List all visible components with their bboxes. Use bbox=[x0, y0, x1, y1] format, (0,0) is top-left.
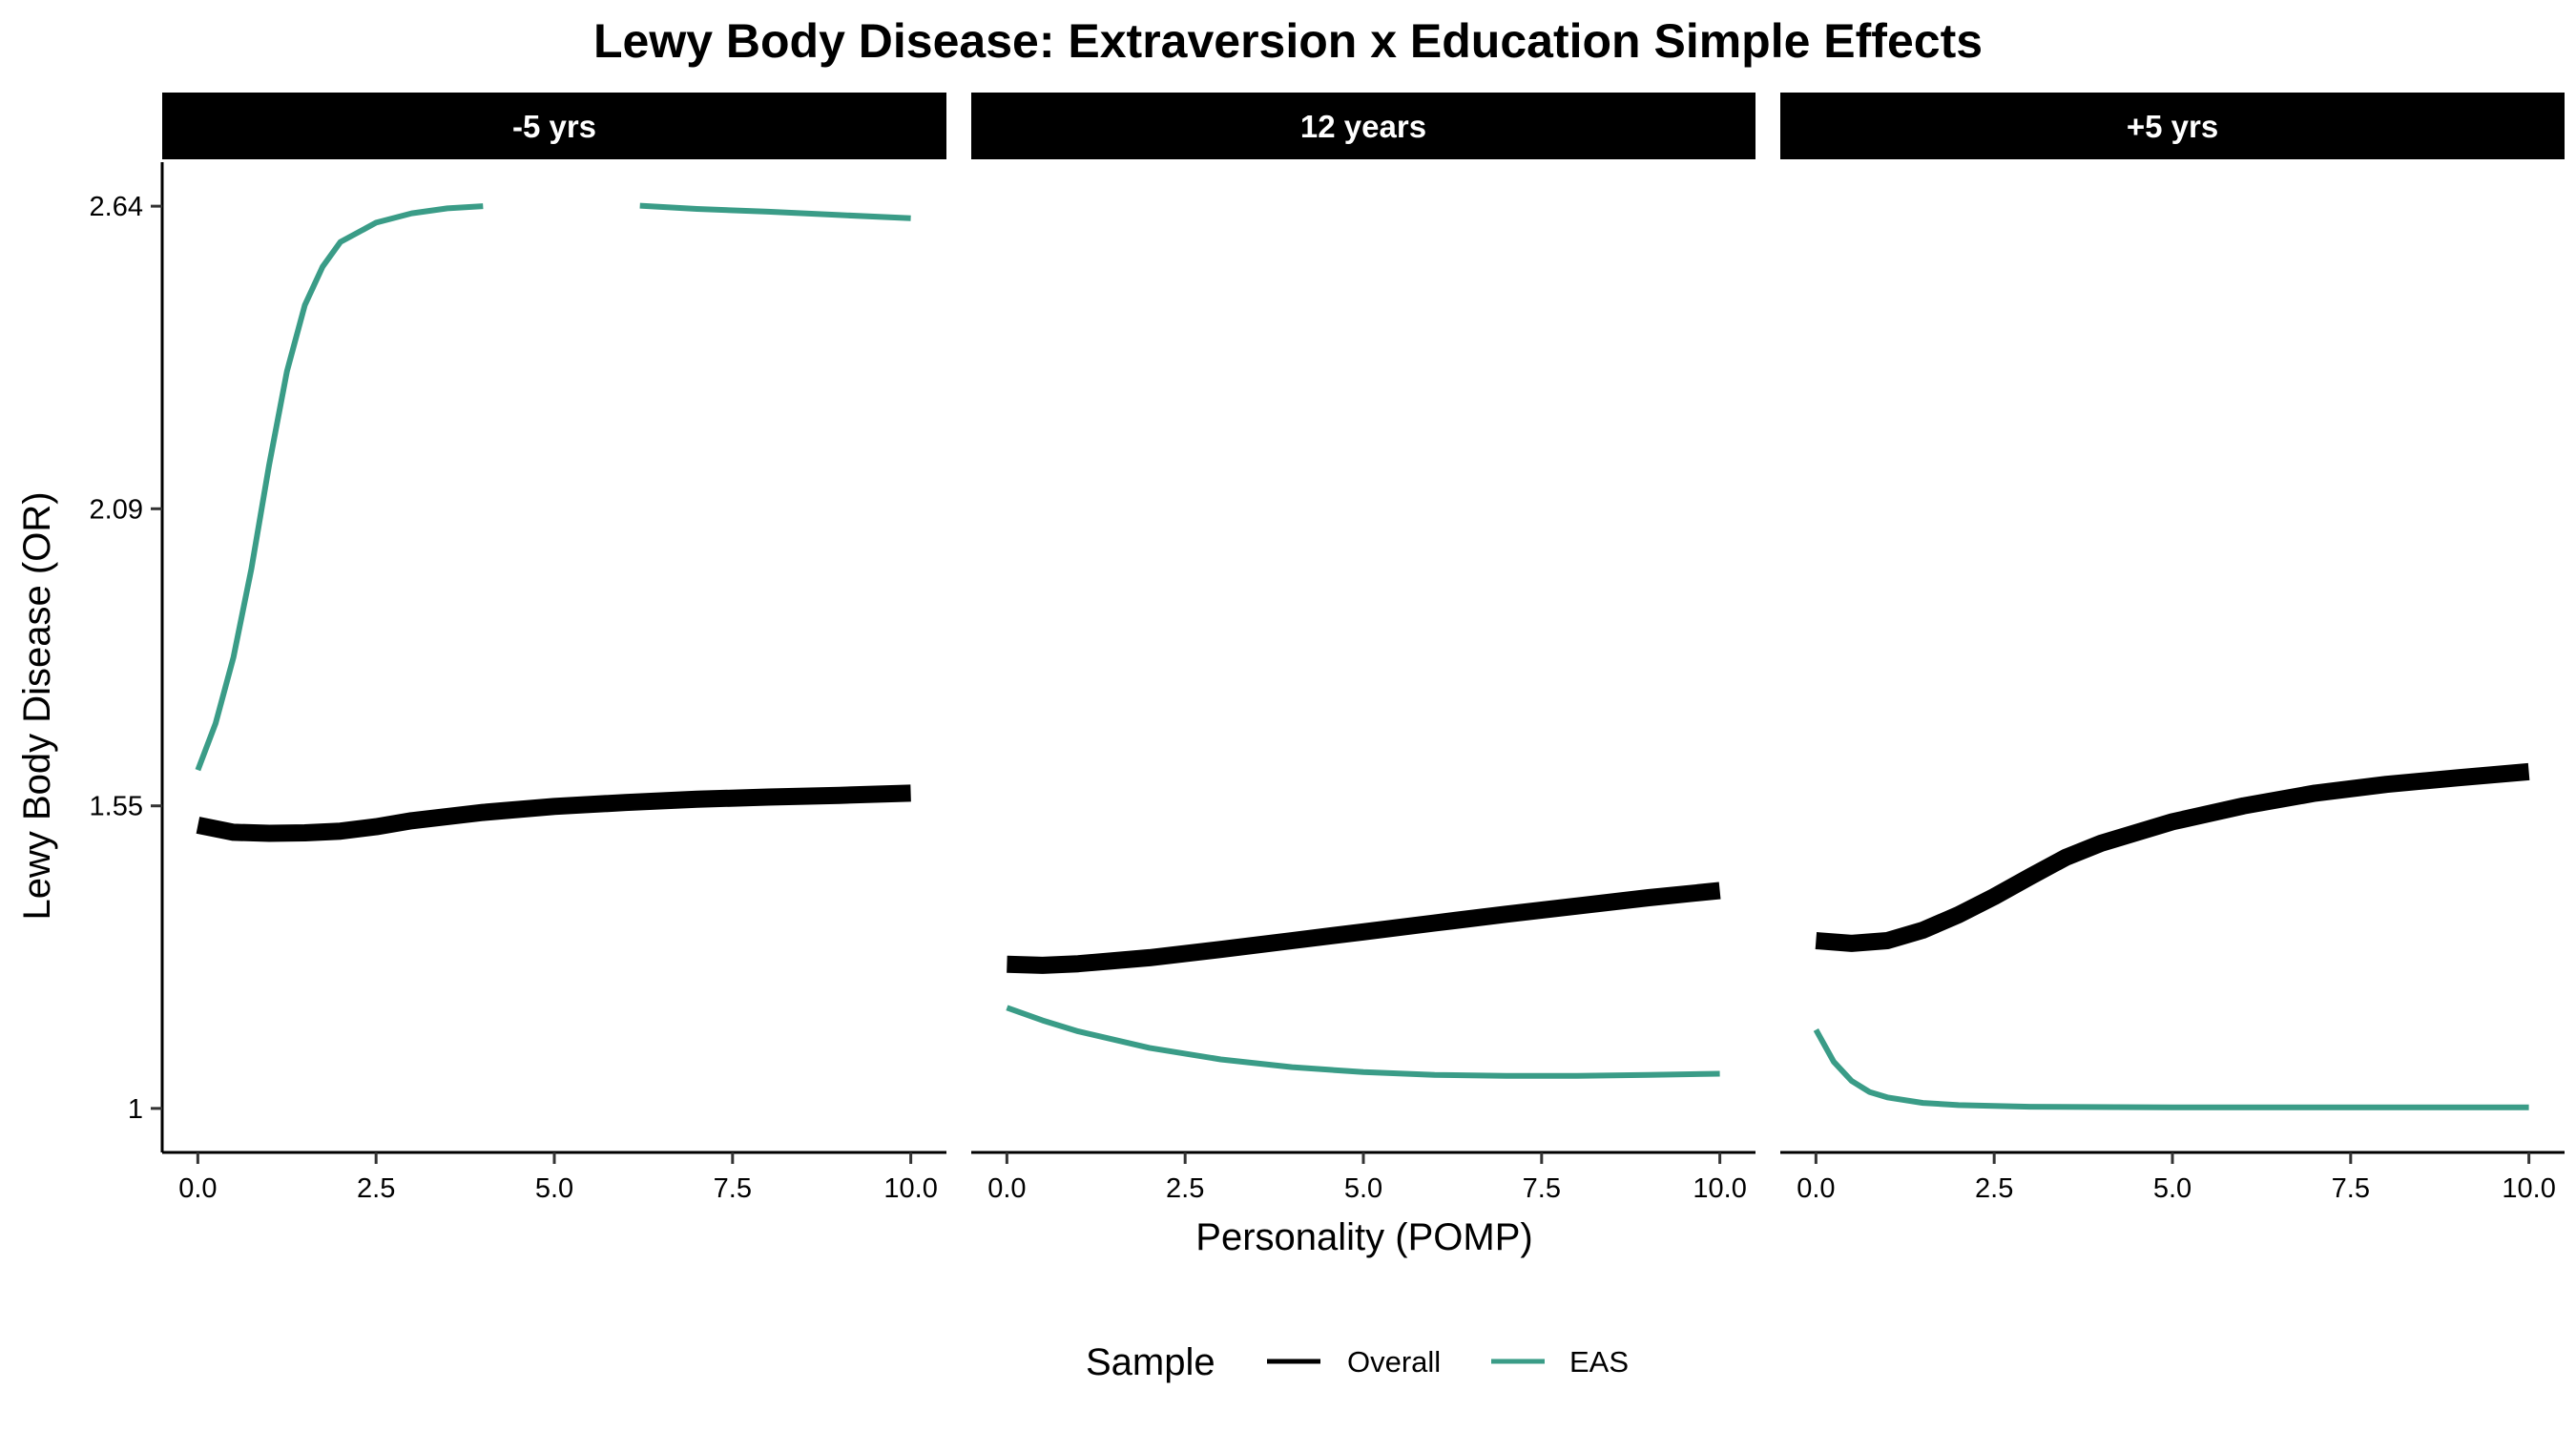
facet-strip bbox=[971, 93, 1755, 159]
x-tick-label: 2.5 bbox=[1975, 1173, 2013, 1204]
x-tick-label: 10.0 bbox=[883, 1173, 937, 1204]
series-line-overall bbox=[196, 784, 911, 842]
series-group bbox=[1006, 881, 1721, 1079]
series-group bbox=[1813, 762, 2530, 1110]
x-tick-label: 7.5 bbox=[2332, 1173, 2370, 1204]
facet-strip-label: 12 years bbox=[1300, 109, 1426, 144]
x-axis-title: Personality (POMP) bbox=[1195, 1216, 1532, 1258]
series-line-eas bbox=[639, 202, 911, 221]
x-tick-label: 5.0 bbox=[2153, 1173, 2192, 1204]
chart-title: Lewy Body Disease: Extraversion x Educat… bbox=[593, 14, 1983, 68]
facet-strip-label: +5 yrs bbox=[2127, 109, 2218, 144]
facet-panels: -5 yrs 0.0 2.5 5.0 7.5 10.0 1 1.55 2.09 2.64 12 ye… bbox=[90, 93, 2565, 1204]
x-tick-label: 0.0 bbox=[987, 1173, 1026, 1204]
x-tick-label: 7.5 bbox=[714, 1173, 752, 1204]
x-tick-label: 0.0 bbox=[178, 1173, 217, 1204]
x-tick-label: 10.0 bbox=[2502, 1173, 2555, 1204]
legend-label-overall: Overall bbox=[1347, 1345, 1441, 1379]
facet-panel: +5 yrs 0.0 2.5 5.0 7.5 10.0 bbox=[1780, 93, 2565, 1204]
y-tick-label: 2.64 bbox=[90, 192, 143, 222]
series-line-overall bbox=[1815, 762, 2530, 952]
facet-strip-label: -5 yrs bbox=[512, 109, 596, 144]
x-tick-label: 5.0 bbox=[535, 1173, 573, 1204]
series-group bbox=[195, 202, 911, 842]
x-tick-label: 2.5 bbox=[1166, 1173, 1204, 1204]
x-tick-label: 10.0 bbox=[1693, 1173, 1746, 1204]
legend-label-eas: EAS bbox=[1569, 1345, 1629, 1379]
facet-panel: 12 years 0.0 2.5 5.0 7.5 10.0 bbox=[971, 93, 1755, 1204]
facet-strip bbox=[1780, 93, 2565, 159]
series-line-overall bbox=[1007, 881, 1721, 974]
y-tick-label: 1.55 bbox=[90, 792, 143, 822]
x-tick-label: 5.0 bbox=[1344, 1173, 1382, 1204]
legend-title: Sample bbox=[1086, 1341, 1215, 1383]
series-line-eas bbox=[195, 203, 484, 772]
series-line-eas bbox=[1006, 1005, 1720, 1079]
x-tick-label: 2.5 bbox=[357, 1173, 395, 1204]
series-line-eas bbox=[1813, 1027, 2529, 1110]
x-tick-label: 7.5 bbox=[1523, 1173, 1561, 1204]
facet-panel: -5 yrs 0.0 2.5 5.0 7.5 10.0 1 1.55 2.09 2.64 bbox=[90, 93, 946, 1204]
x-tick-label: 0.0 bbox=[1797, 1173, 1835, 1204]
y-tick-label: 1 bbox=[128, 1094, 143, 1125]
facet-strip bbox=[162, 93, 946, 159]
legend: Sample Overall EAS bbox=[1086, 1341, 1629, 1383]
y-axis-title: Lewy Body Disease (OR) bbox=[16, 491, 58, 920]
y-tick-label: 2.09 bbox=[90, 494, 143, 525]
